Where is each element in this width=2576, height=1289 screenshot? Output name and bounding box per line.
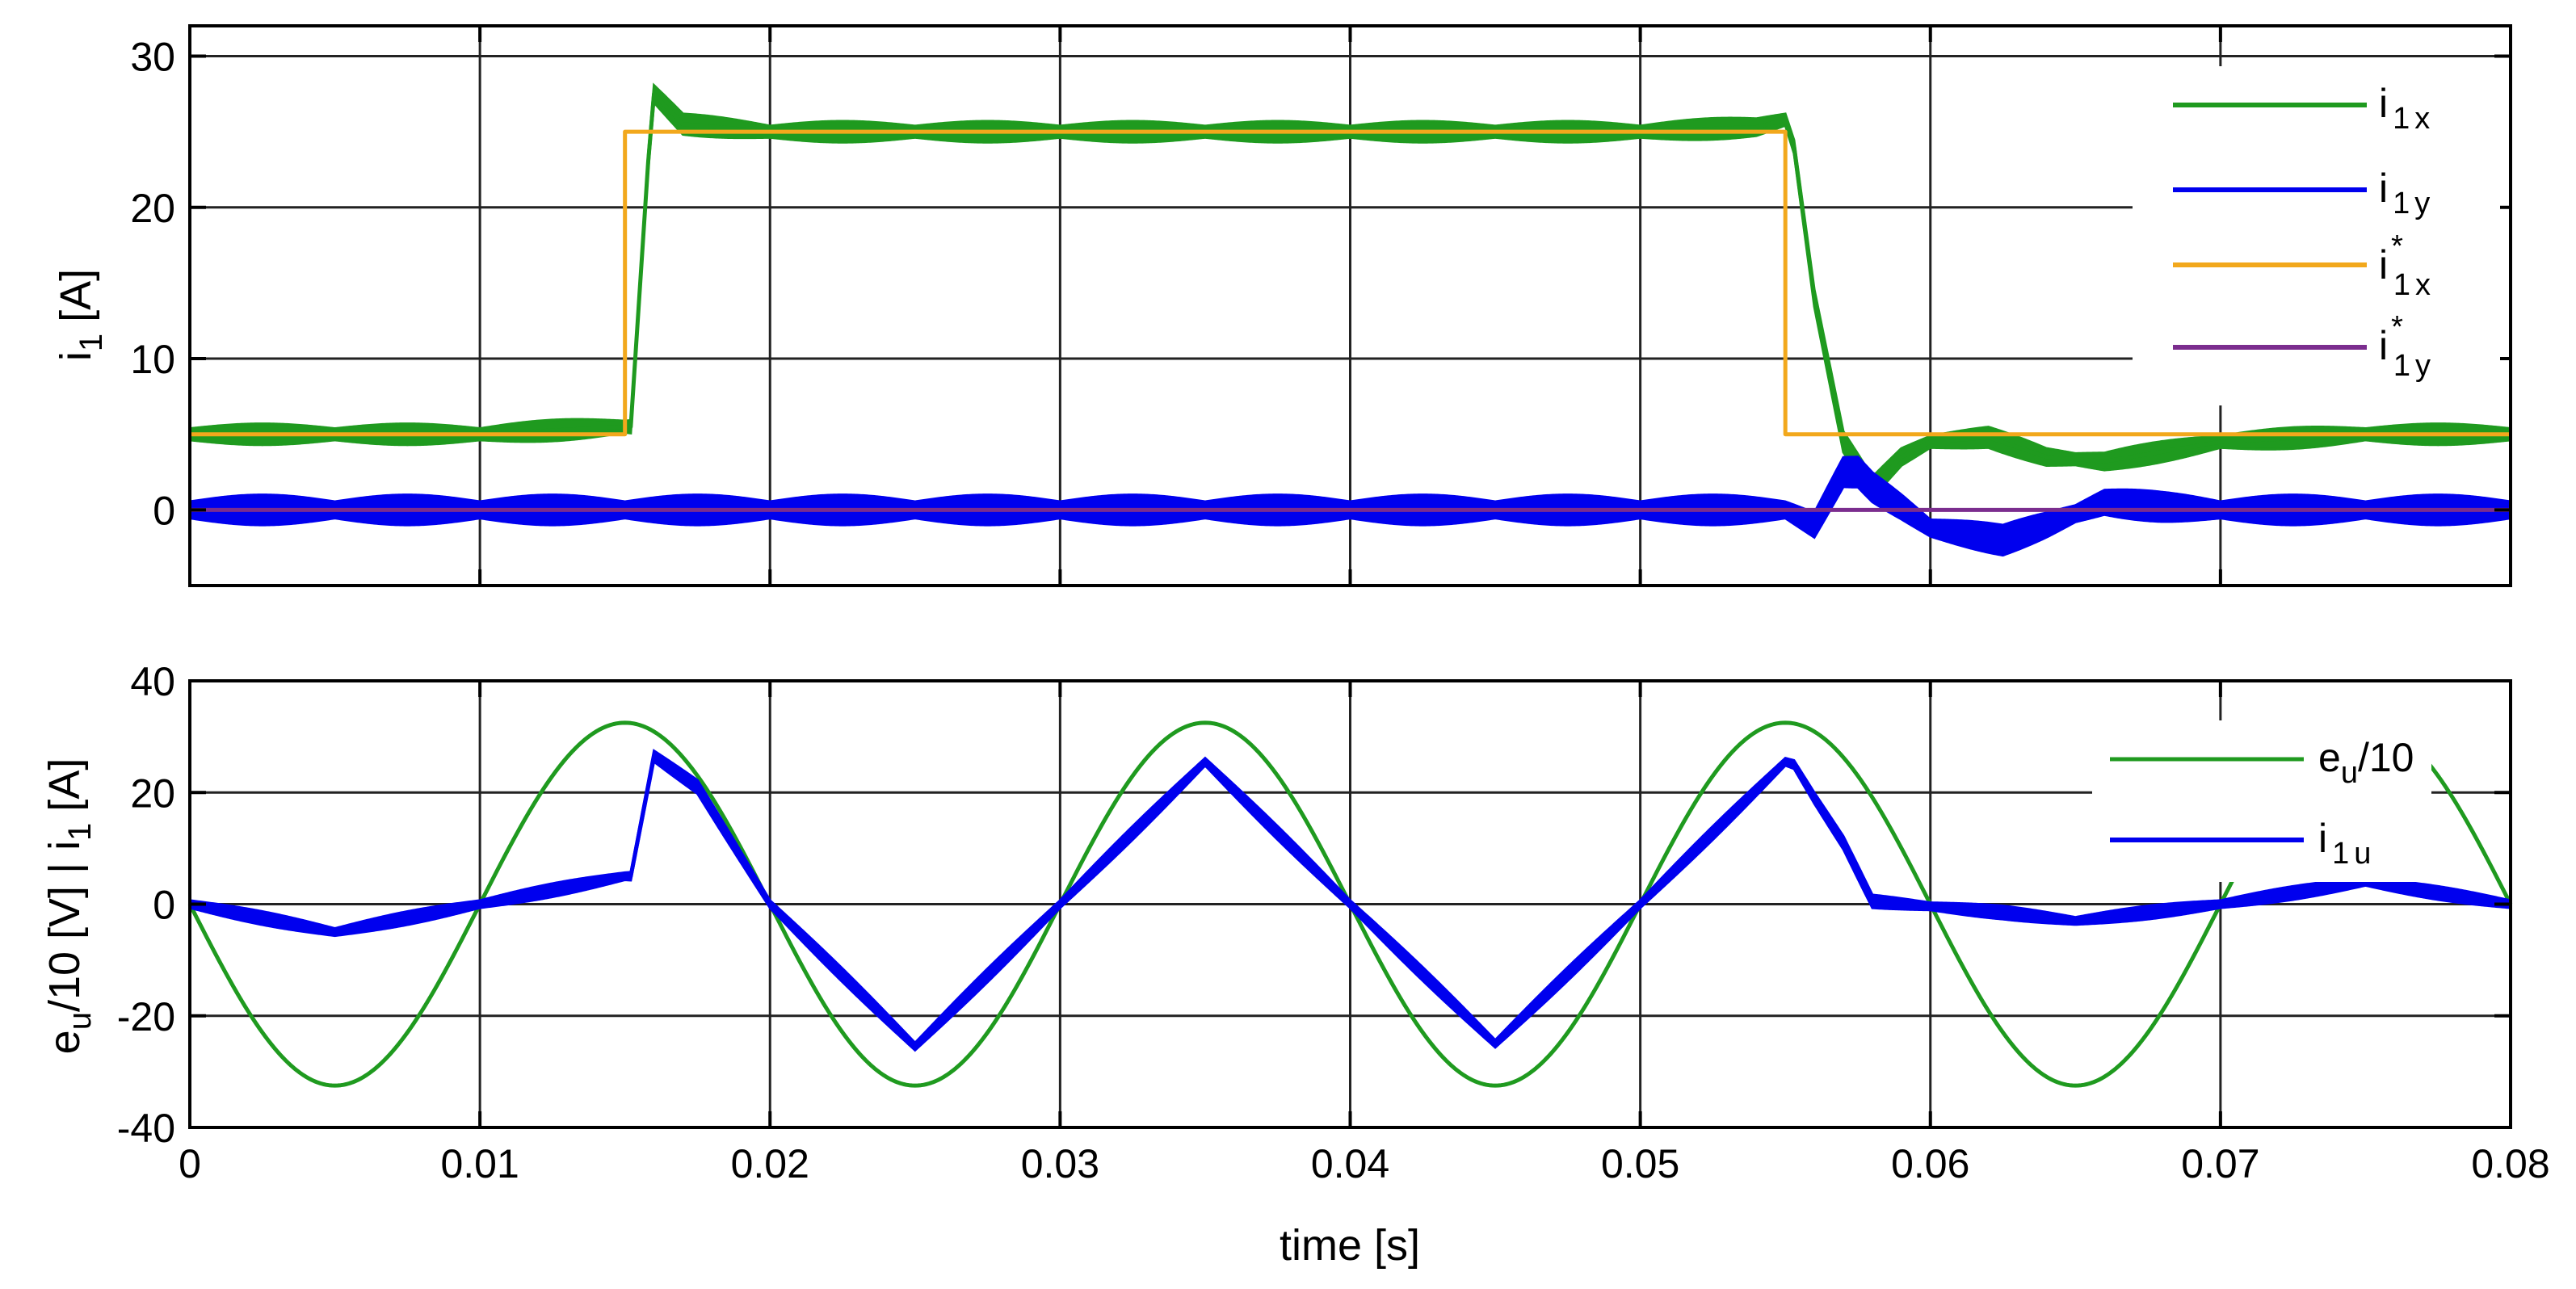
bottom-xtick-label: 0.03 <box>1021 1141 1099 1186</box>
bottom-series <box>187 720 2513 1088</box>
bottom-legend: eu/10 i 1u <box>2092 720 2431 882</box>
bottom-xtick-label: 0.06 <box>1891 1141 1969 1186</box>
legend-label-i1y-ref: i * 1y <box>2379 310 2435 383</box>
bottom-ytick-label: 40 <box>130 659 175 704</box>
bottom-ytick-label: -40 <box>117 1106 175 1151</box>
top-grid <box>190 26 2511 586</box>
bottom-ylabel-sub: u <box>62 1012 98 1030</box>
top-ytick-label: 30 <box>130 34 175 79</box>
bottom-xtick-label: 0.08 <box>2471 1141 2549 1186</box>
bottom-ytick-labels: -40 -20 0 20 40 <box>117 659 175 1151</box>
bottom-legend-box <box>2092 720 2431 882</box>
bottom-ytick-label: -20 <box>117 994 175 1039</box>
bottom-xtick-label: 0.01 <box>440 1141 519 1186</box>
bottom-ylabel-unit: [A] <box>40 758 89 812</box>
top-legend-box <box>2133 66 2500 405</box>
bottom-ylabel-main: e <box>40 1030 89 1054</box>
bottom-xtick-label: 0.04 <box>1311 1141 1389 1186</box>
top-ylabel: i1 [A] <box>52 269 109 361</box>
top-series <box>188 82 2512 557</box>
top-panel: 0 10 20 30 i1 [A] i 1x i 1y i * 1x i * 1y <box>52 24 2512 587</box>
bottom-xtick-label: 0.07 <box>2181 1141 2259 1186</box>
legend-label-i1u: i 1u <box>2318 816 2376 871</box>
bottom-xtick-label: 0.02 <box>731 1141 809 1186</box>
bottom-xtick-label: 0.05 <box>1601 1141 1679 1186</box>
top-ytick-label: 0 <box>153 488 175 533</box>
bottom-ticks <box>188 679 2512 1129</box>
top-legend: i 1x i 1y i * 1x i * 1y <box>2133 66 2500 405</box>
series-i1x--line <box>190 129 2511 437</box>
bottom-ytick-label: 0 <box>153 883 175 928</box>
top-ylabel-sub: 1 <box>74 334 109 351</box>
bottom-xtick-labels: 0 0.01 0.02 0.03 0.04 0.05 0.06 0.07 0.08 <box>179 1141 2550 1186</box>
top-ylabel-unit: [A] <box>52 269 100 322</box>
series-i1u-line <box>189 754 2511 1049</box>
bottom-ylabel-rest: /10 [V] | i <box>40 841 89 1012</box>
legend-label-eu: eu/10 <box>2318 735 2414 790</box>
legend-label-i1x-ref: i * 1x <box>2379 229 2435 302</box>
top-ytick-label: 20 <box>130 186 175 231</box>
bottom-ytick-label: 20 <box>130 770 175 816</box>
bottom-ylabel: eu/10 [V] | i1 [A] <box>40 758 98 1055</box>
bottom-xlabel: time [s] <box>1280 1221 1420 1270</box>
top-ytick-label: 10 <box>130 337 175 382</box>
bottom-xtick-label: 0 <box>179 1141 201 1186</box>
bottom-ylabel-sub2: 1 <box>62 823 98 841</box>
top-ytick-labels: 0 10 20 30 <box>130 34 175 533</box>
top-ylabel-main: i <box>52 351 100 361</box>
bottom-panel: -40 -20 0 20 40 0 0.01 0.02 0.03 0.04 0.05 0.06 0.0… <box>40 659 2550 1270</box>
legend-label-i1x: i 1x <box>2379 81 2435 136</box>
legend-label-i1y: i 1y <box>2379 166 2435 220</box>
